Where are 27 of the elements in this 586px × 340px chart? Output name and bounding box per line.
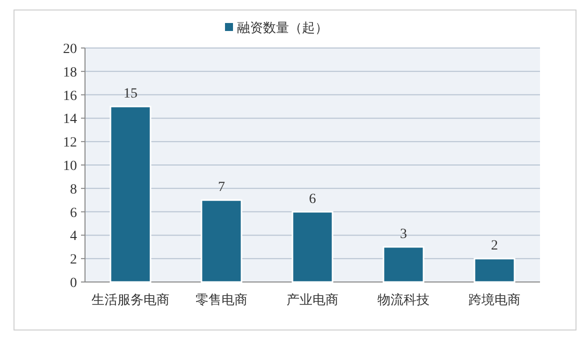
y-tick-label: 2 <box>70 252 77 268</box>
y-tick-label: 18 <box>63 65 77 80</box>
y-tick-label: 8 <box>70 182 77 198</box>
legend-label: 融资数量（起） <box>237 21 328 36</box>
x-tick-label: 产业电商 <box>286 293 338 308</box>
y-tick-label: 12 <box>63 136 77 151</box>
bar <box>200 199 242 283</box>
bar <box>474 258 516 283</box>
data-label: 15 <box>124 86 138 102</box>
bar <box>382 246 424 283</box>
y-tick-label: 20 <box>63 42 77 57</box>
x-tick-label: 生活服务电商 <box>92 293 170 308</box>
y-tick-label: 6 <box>70 206 77 221</box>
x-tick-label: 跨境电商 <box>468 292 520 308</box>
y-tick-label: 4 <box>70 229 77 244</box>
data-label: 7 <box>218 180 225 196</box>
data-label: 2 <box>491 238 498 254</box>
y-tick-label: 10 <box>63 159 77 174</box>
bar <box>110 106 152 283</box>
y-tick-label: 14 <box>63 112 77 128</box>
y-tick-label: 16 <box>63 88 77 104</box>
x-tick-label: 物流科技 <box>378 292 430 308</box>
bar <box>292 211 334 283</box>
x-tick-label: 零售电商 <box>196 293 248 308</box>
data-label: 6 <box>309 192 316 207</box>
y-tick-label: 0 <box>70 276 77 291</box>
data-label: 3 <box>400 226 407 242</box>
